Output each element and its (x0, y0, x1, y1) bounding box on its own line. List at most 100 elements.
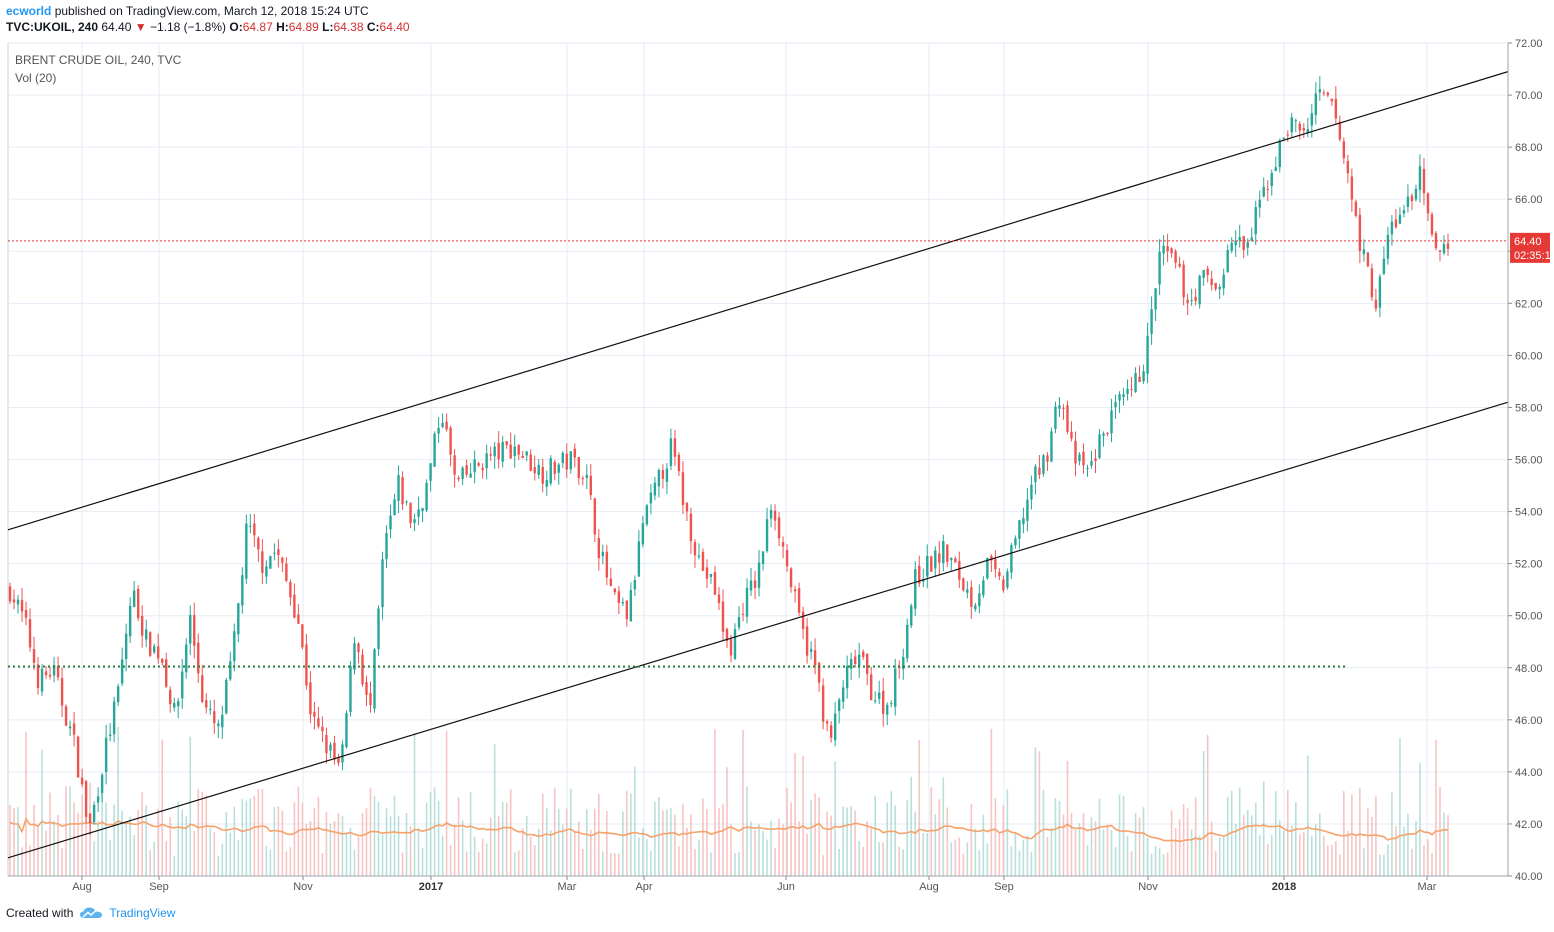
candle-body (609, 578, 613, 587)
candle-body (185, 644, 188, 673)
candle-body (882, 690, 885, 714)
candle-body (906, 624, 909, 659)
candle-body (72, 723, 76, 735)
candle-body (1338, 121, 1342, 140)
candle-body (1066, 405, 1069, 432)
candle-body (1226, 249, 1229, 273)
candle-body (1106, 432, 1109, 434)
candle-body (8, 586, 12, 602)
candle-body (1314, 93, 1318, 116)
high-value: 64.89 (288, 20, 319, 34)
candle-body (629, 590, 633, 622)
candle-body (132, 590, 136, 607)
candle-body (1246, 242, 1249, 248)
candle-body (733, 629, 737, 659)
candle-body (445, 421, 448, 430)
candle-body (44, 671, 48, 676)
cloud-logo-icon (80, 907, 103, 918)
candle-body (1422, 168, 1426, 194)
candle-body (36, 664, 40, 689)
low-label: L: (322, 20, 334, 34)
candle-body (697, 555, 701, 558)
candle-body (705, 567, 709, 579)
candle-body (1410, 195, 1414, 202)
candle-body (1206, 268, 1209, 276)
created-with-label: Created with (6, 906, 74, 920)
chart-title: BRENT CRUDE OIL, 240, TVC (15, 53, 182, 67)
candle-body (994, 559, 997, 570)
candle-body (946, 544, 949, 562)
candle-body (80, 777, 84, 785)
candle-body (12, 599, 16, 603)
candle-body (894, 668, 897, 707)
candle-body (1442, 244, 1446, 254)
candle-body (745, 587, 749, 617)
last-price-tag (1510, 232, 1550, 263)
candle-body (1386, 234, 1390, 259)
candle-body (1270, 172, 1273, 187)
x-tick-label: Mar (558, 881, 577, 893)
high-label: H: (276, 20, 289, 34)
candle-body (978, 593, 981, 607)
candle-body (1394, 219, 1398, 228)
candle-body (613, 588, 617, 593)
candle-body (433, 433, 436, 467)
candle-body (1414, 188, 1418, 200)
candle-body (845, 665, 849, 689)
candle-body (701, 551, 705, 571)
candle-body (781, 542, 785, 547)
candle-body (1070, 431, 1073, 439)
candle-body (1090, 461, 1093, 466)
candle-body (561, 452, 564, 464)
candle-body (317, 718, 320, 727)
candle-body (501, 442, 504, 462)
candle-body (1162, 245, 1165, 254)
candle-body (841, 687, 845, 702)
tradingview-link[interactable]: TradingView (79, 906, 175, 920)
candle-body (429, 463, 432, 481)
candle-body (473, 459, 476, 473)
open-label: O: (229, 20, 243, 34)
candle-body (1214, 282, 1217, 289)
candle-body (1362, 249, 1366, 255)
candle-body (1430, 214, 1434, 235)
candle-body (1142, 371, 1145, 382)
publish-line: ecworld published on TradingView.com, Ma… (6, 3, 410, 19)
candle-body (769, 509, 773, 519)
candle-body (589, 475, 593, 496)
candle-body (108, 734, 112, 737)
y-tick-label: 68.00 (1515, 142, 1543, 154)
volume-bars (9, 727, 1449, 876)
candle-body (205, 700, 208, 708)
candle-body (513, 446, 516, 456)
candle-body (1182, 264, 1185, 298)
candle-body (573, 448, 576, 458)
candle-body (361, 654, 364, 685)
candle-body (20, 599, 24, 612)
candle-body (1326, 92, 1330, 96)
candle-body (1030, 484, 1033, 500)
candle-body (136, 588, 140, 619)
candle-body (809, 649, 813, 652)
candle-body (525, 451, 528, 456)
candle-body (281, 557, 284, 563)
candle-body (493, 446, 496, 457)
candle-body (112, 701, 116, 735)
candle-body (84, 781, 88, 817)
tradingview-brand: TradingView (109, 906, 176, 920)
candle-body (633, 580, 637, 590)
candle-body (1054, 406, 1057, 429)
candle-body (657, 470, 661, 487)
candle-body (345, 713, 348, 748)
candle-body (1178, 263, 1181, 267)
candle-body (1322, 92, 1326, 94)
candle-body (910, 605, 913, 626)
candle-body (1282, 137, 1285, 139)
y-tick-label: 44.00 (1515, 767, 1543, 779)
candle-body (68, 726, 72, 729)
candle-body (529, 454, 532, 471)
author-link[interactable]: ecworld (6, 4, 52, 18)
candle-body (1378, 276, 1382, 308)
candle-body (1174, 251, 1177, 263)
